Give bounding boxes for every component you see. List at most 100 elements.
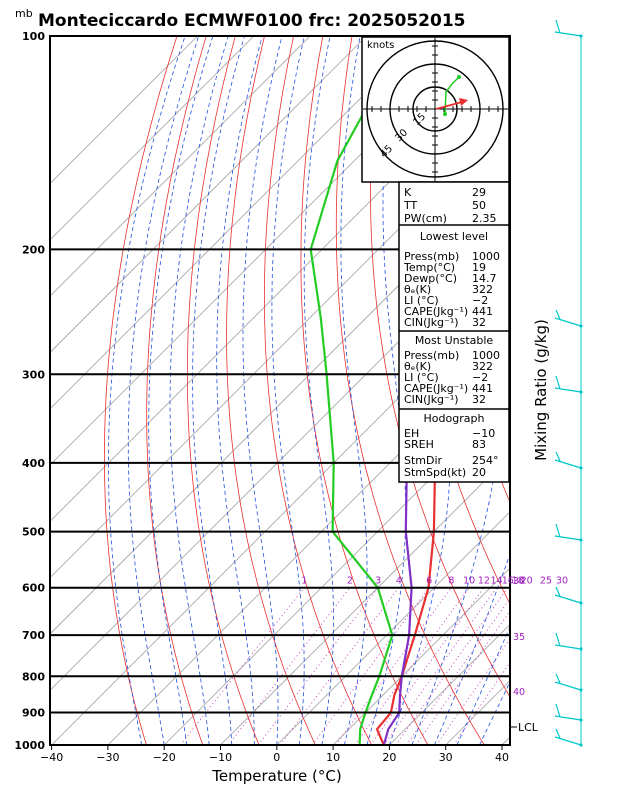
idx-k-label: K [404,186,412,199]
x-tick-label: 20 [382,751,396,764]
unstable-row-label: Press(mb) [404,349,459,362]
hodograph-row-value: 83 [472,438,486,451]
isotherm-line [163,398,510,745]
moist-adiabat [127,36,200,745]
wind-barb-feather [555,586,561,597]
moist-adiabat [169,36,229,745]
isotherm-line [50,36,424,410]
isotherm-line [50,36,480,466]
dry-adiabat [335,36,485,745]
moist-adiabat [242,36,283,745]
wind-barb-feather [555,375,561,390]
hodograph-trace [444,76,460,115]
wind-barb [554,459,582,469]
x-tick-label: −20 [153,751,176,764]
mixing-ratio-line [257,587,379,745]
isotherm-line [50,36,311,297]
idx-tt-label: TT [403,199,418,212]
wind-barb-dot [579,538,583,542]
hodograph-units: knots [367,40,394,51]
lowest-row-value: 441 [472,305,493,318]
hodograph-row-value: −10 [472,427,495,440]
unstable-row-value: 1000 [472,349,500,362]
mixing-ratio-label: 14 [491,576,503,587]
wind-barb-dot [579,743,583,747]
wind-barb [554,681,582,691]
chart-title: Monteciccardo ECMWF0100 frc: 2025052015 [38,11,466,31]
wind-barb-feather [555,19,561,34]
theta-e-label: 35 [513,632,525,643]
hodograph-row-label: EH [404,427,419,440]
mixing-ratio-label: 3 [375,576,381,587]
wind-barb [554,736,582,746]
x-tick-label: 40 [495,751,509,764]
wind-barb-feather [555,632,561,647]
wind-barb [554,317,582,327]
pressure-tick-label: 600 [22,582,45,595]
unstable-row-label: CAPE(Jkg⁻¹) [404,382,468,395]
pressure-tick-label: 800 [22,670,45,683]
unstable-row-label: θₑ(K) [404,360,431,373]
dry-adiabat [614,36,618,745]
mixing-ratio-label: 12 [478,576,490,587]
moist-adiabat [366,36,407,745]
wind-barbs [554,19,583,747]
lowest-row-label: LI (°C) [404,294,439,307]
pressure-tick-label: 100 [22,30,45,43]
lowest-row-value: 14.7 [472,272,497,285]
mixing-ratio-line [415,610,510,745]
pressure-tick-label: 500 [22,526,45,539]
mixing-ratio-label: 30 [556,576,568,587]
mixing-ratio-label: 16 [502,576,514,587]
dry-adiabat [146,36,207,745]
moist-adiabat [303,36,335,745]
pressure-tick-label: 400 [22,457,45,470]
hodograph-row-value: 254° [472,454,499,467]
x-tick-label: 30 [439,751,453,764]
x-tick-label: −30 [96,751,119,764]
isotherm-line [50,36,198,185]
unstable-row-value: −2 [472,371,488,384]
idx-k-value: 29 [472,186,486,199]
lowest-row-label: θₑ(K) [404,283,431,296]
dry-adiabat [104,36,178,745]
pressure-tick-label: 700 [22,629,45,642]
plot-frame [49,35,511,746]
mixing-ratio-line [279,587,400,745]
dewpoint-line [309,36,407,745]
unstable-row-value: 322 [472,360,493,373]
moist-adiabat [340,36,368,745]
pressure-tick-label: 200 [22,243,45,256]
dry-adiabat [556,36,618,745]
moist-adiabat [216,36,263,745]
isotherm-line [389,623,510,745]
mixing-ratio-label: 25 [540,576,552,587]
lowest-row-label: Press(mb) [404,250,459,263]
dry-adiabat [226,36,316,745]
wind-barb-feather [555,309,561,320]
mixing-ratio-label: 8 [448,576,454,587]
unstable-row-value: 441 [472,382,493,395]
hodograph-row-value: 20 [472,466,486,479]
lowest-row-value: 19 [472,261,486,274]
wind-barb-feather [555,703,561,718]
theta-e-label: 40 [513,687,525,698]
mixing-ratio-label: 1 [301,576,307,587]
mixing-ratio-label: 18 [512,576,524,587]
stats-table: K 29 TT 50 PW(cm) 2.35 Lowest level Pres… [398,181,510,483]
hodograph-header: Hodograph [424,412,485,425]
hodograph-surface-point [443,112,447,116]
wind-barb [554,715,582,721]
x-axis-label: Temperature (°C) [211,767,341,785]
wind-barb-feather [555,673,561,684]
pressure-tick-label: 300 [22,368,45,381]
wind-barb-dot [579,34,583,38]
wind-barb-dot [579,688,583,692]
pressure-tick-label: 1000 [14,739,45,752]
lowest-row-value: 1000 [472,250,500,263]
units-label: mb [15,7,33,20]
wind-barb [554,31,582,37]
hodograph-row-label: SREH [404,438,434,451]
storm-motion-arrowhead [459,98,468,106]
temperature-axis: −40 −30 −20 −10 0 10 20 30 40 [40,745,509,764]
